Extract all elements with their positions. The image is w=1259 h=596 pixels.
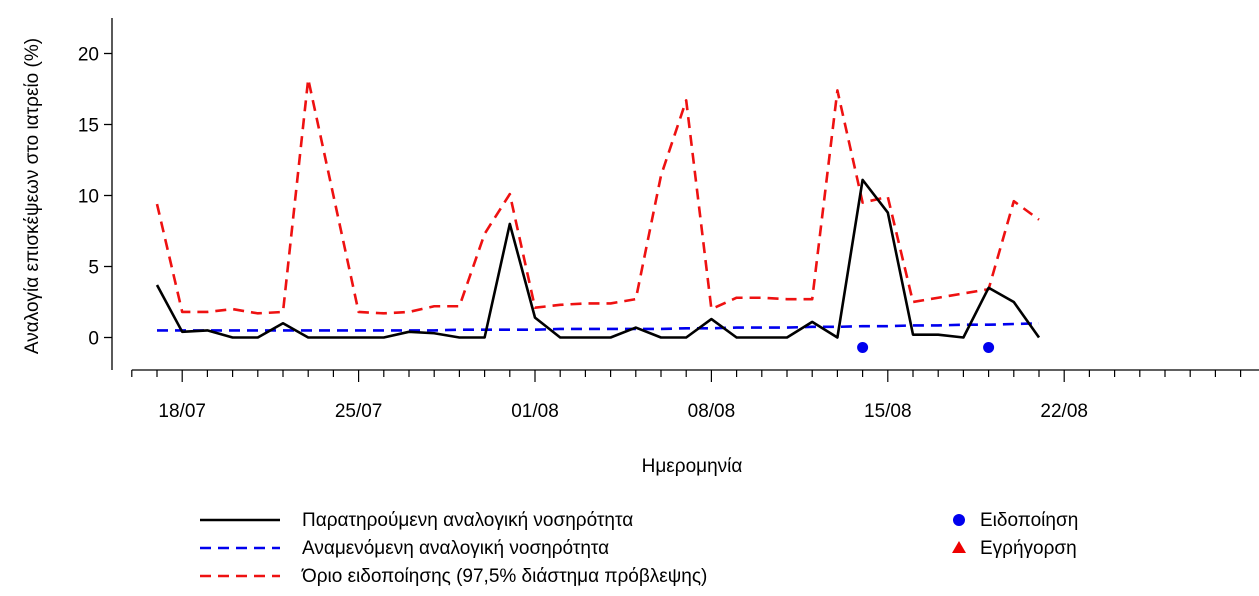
x-tick-label: 25/07 bbox=[335, 401, 383, 422]
legend-circle-icon bbox=[953, 514, 965, 526]
legend: Παρατηρούμενη αναλογική νοσηρότητα Αναμεν… bbox=[200, 510, 1078, 587]
y-tick-label: 15 bbox=[78, 116, 99, 137]
x-axis-label: Ημερομηνία bbox=[642, 456, 743, 477]
x-tick-label: 18/07 bbox=[158, 401, 206, 422]
legend-triangle-icon bbox=[952, 541, 966, 553]
y-tick-label: 20 bbox=[78, 45, 99, 66]
legend-label: Όριο ειδοποίησης (97,5% διάστημα πρόβλεψ… bbox=[301, 566, 707, 587]
markers-layer bbox=[857, 341, 995, 353]
series-line-expected bbox=[157, 322, 1040, 332]
legend-label: Αναμενόμενη αναλογική νοσηρότητα bbox=[302, 538, 609, 559]
legend-label: Παρατηρούμενη αναλογική νοσηρότητα bbox=[302, 510, 633, 531]
legend-label: Εγρήγορση bbox=[980, 538, 1077, 559]
x-tick-label: 15/08 bbox=[864, 401, 912, 422]
x-tick-label: 08/08 bbox=[688, 401, 736, 422]
series-line-threshold bbox=[155, 77, 1040, 315]
legend-label: Ειδοποίηση bbox=[980, 510, 1078, 531]
x-tick-label: 22/08 bbox=[1040, 401, 1088, 422]
signal-marker bbox=[857, 341, 869, 353]
y-tick-label: 0 bbox=[88, 329, 99, 350]
y-tick-label: 10 bbox=[78, 187, 99, 208]
y-tick-label: 5 bbox=[88, 258, 99, 279]
series-line-observed bbox=[155, 178, 1041, 339]
y-axis-label: Αναλογία επισκέψεων στο ιατρείο (%) bbox=[22, 38, 43, 354]
signal-marker bbox=[983, 341, 995, 353]
series-layer bbox=[155, 77, 1041, 339]
x-tick-label: 01/08 bbox=[511, 401, 559, 422]
axes: 0 5 10 15 20 18/07 25/07 01/08 08/08 15/08 22/08 bbox=[78, 18, 1259, 422]
